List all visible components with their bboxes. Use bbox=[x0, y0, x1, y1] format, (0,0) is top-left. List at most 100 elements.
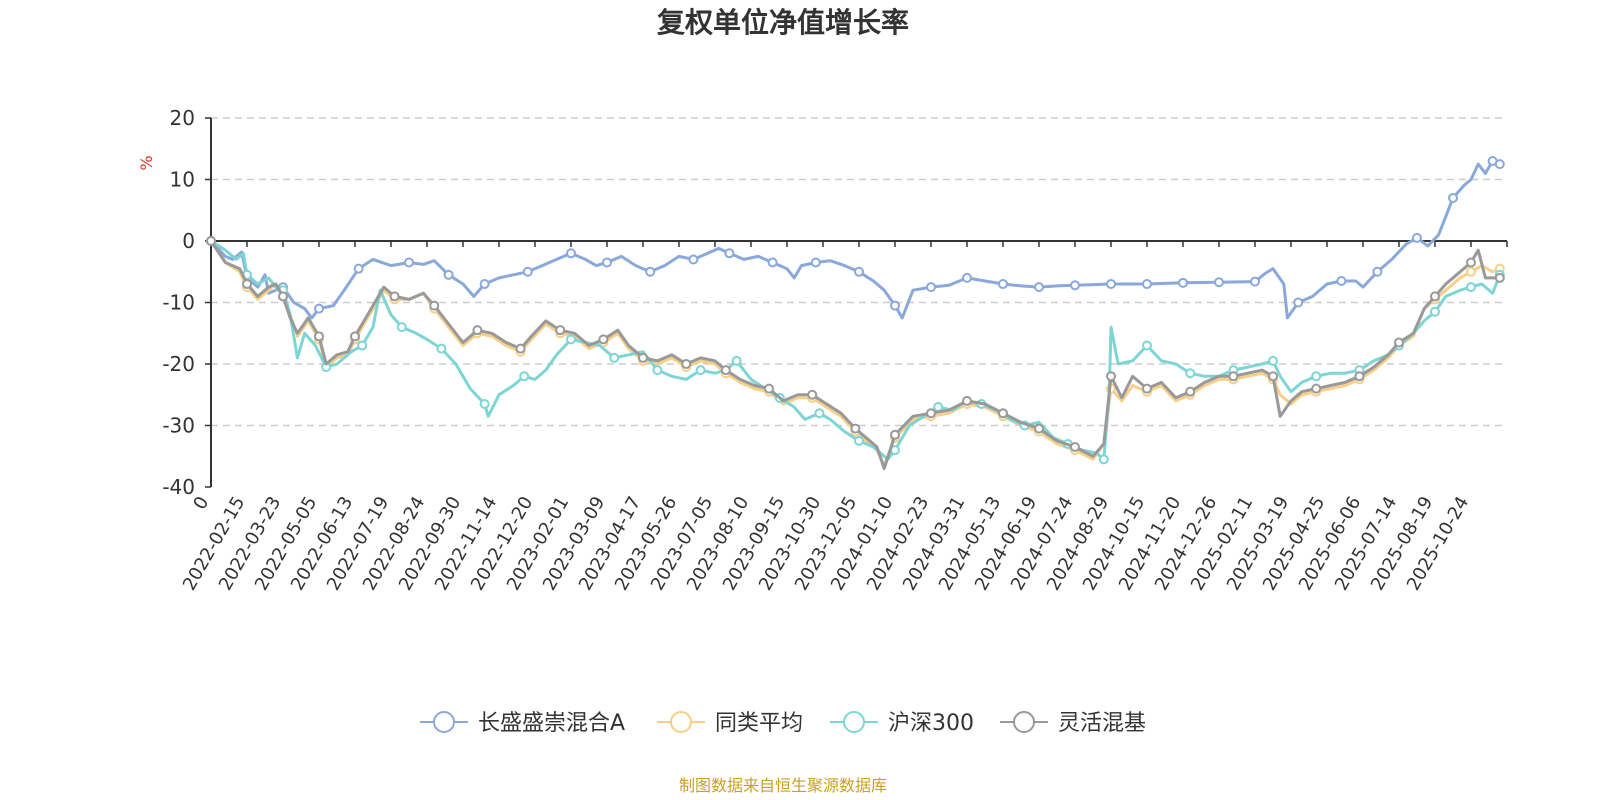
y-tick-label: -40 bbox=[162, 475, 195, 499]
series-point bbox=[350, 331, 360, 342]
legend-item[interactable]: 长盛盛崇混合A bbox=[420, 711, 625, 736]
series-point bbox=[389, 291, 400, 302]
series-point bbox=[1354, 371, 1365, 382]
series-point bbox=[1185, 386, 1196, 397]
series-point bbox=[1394, 337, 1404, 348]
legend-item[interactable]: 灵活混基 bbox=[1000, 711, 1146, 736]
series-point bbox=[443, 269, 454, 280]
series-point bbox=[1311, 383, 1322, 394]
series-point bbox=[890, 429, 900, 440]
series-point bbox=[1098, 454, 1109, 465]
series-point bbox=[472, 325, 483, 336]
series-point bbox=[1070, 280, 1080, 291]
series-point bbox=[764, 383, 774, 394]
series-point bbox=[1268, 355, 1278, 366]
series-point bbox=[479, 279, 490, 290]
series-point bbox=[731, 355, 742, 366]
series-line-3 bbox=[210, 239, 1502, 461]
series-point bbox=[962, 272, 972, 283]
series-point bbox=[1268, 371, 1278, 382]
series-point bbox=[429, 300, 440, 311]
series-point bbox=[598, 334, 609, 345]
series-point bbox=[688, 254, 699, 265]
legend-label: 沪深300 bbox=[888, 711, 974, 736]
series-point bbox=[436, 343, 447, 354]
series-point bbox=[602, 257, 612, 268]
series-point bbox=[962, 395, 972, 406]
series-line-4 bbox=[209, 240, 1500, 471]
series-point bbox=[652, 365, 663, 376]
legend-marker bbox=[670, 711, 692, 733]
series-point bbox=[767, 257, 778, 268]
series-point bbox=[1106, 371, 1116, 382]
legend-label: 灵活混基 bbox=[1058, 711, 1146, 736]
series-point bbox=[890, 300, 900, 311]
series-point bbox=[1466, 282, 1476, 293]
legend[interactable]: 长盛盛崇混合A 同类平均 沪深300 灵活混基 bbox=[420, 711, 1146, 736]
series-point bbox=[206, 236, 216, 246]
series-point bbox=[926, 282, 936, 293]
series-point bbox=[1466, 266, 1476, 277]
series-point bbox=[1412, 232, 1422, 243]
series-point bbox=[278, 291, 288, 302]
series-point bbox=[242, 279, 252, 290]
y-axis-unit: % bbox=[137, 155, 156, 170]
y-tick-label: -20 bbox=[162, 352, 195, 376]
series-point bbox=[720, 365, 731, 376]
legend-label: 长盛盛崇混合A bbox=[478, 711, 625, 736]
series-point bbox=[1034, 282, 1044, 293]
series-point bbox=[810, 257, 821, 268]
y-tick-label: 10 bbox=[170, 168, 195, 192]
series-point bbox=[1311, 371, 1322, 382]
series-point bbox=[1336, 275, 1347, 286]
series-point bbox=[998, 408, 1008, 419]
legend-marker bbox=[843, 711, 865, 733]
series-end-point bbox=[1494, 272, 1505, 283]
series-point bbox=[854, 266, 864, 277]
legend-item[interactable]: 沪深300 bbox=[830, 711, 974, 736]
series-point bbox=[357, 340, 368, 351]
series-point bbox=[1034, 423, 1044, 434]
series-point bbox=[1070, 442, 1080, 453]
series-point bbox=[1142, 279, 1152, 290]
chart-title: 复权单位净值增长率 bbox=[657, 6, 909, 39]
y-tick-label: -10 bbox=[162, 291, 195, 315]
series-point bbox=[1448, 192, 1458, 203]
series-point bbox=[396, 322, 407, 333]
series-point bbox=[404, 257, 414, 268]
series-point bbox=[681, 359, 692, 369]
series-point bbox=[1372, 266, 1383, 277]
series-point bbox=[1185, 368, 1196, 379]
series-point bbox=[1178, 277, 1188, 288]
series-point bbox=[515, 343, 526, 354]
y-tick-label: 0 bbox=[182, 229, 195, 253]
series-line-2 bbox=[209, 240, 1501, 467]
series-point bbox=[555, 325, 566, 336]
source-note: 制图数据来自恒生聚源数据库 bbox=[679, 776, 887, 795]
series-point bbox=[1293, 297, 1304, 308]
y-tick-label: -30 bbox=[162, 414, 195, 438]
series-point bbox=[1430, 306, 1440, 317]
series-point bbox=[566, 248, 576, 259]
series-point bbox=[998, 279, 1008, 290]
legend-marker bbox=[433, 711, 455, 733]
series-lines bbox=[206, 156, 1505, 471]
legend-marker bbox=[1013, 711, 1035, 733]
legend-item[interactable]: 同类平均 bbox=[657, 711, 803, 736]
series-point bbox=[1214, 277, 1224, 288]
series-point bbox=[1142, 340, 1152, 351]
series-point bbox=[1466, 257, 1476, 268]
series-end-point bbox=[1494, 159, 1505, 170]
series-line-1 bbox=[209, 159, 1501, 320]
series-point bbox=[926, 408, 936, 419]
series-point bbox=[1250, 276, 1260, 287]
legend-label: 同类平均 bbox=[715, 711, 803, 736]
y-tick-label: 20 bbox=[170, 106, 195, 130]
series-point bbox=[814, 408, 825, 419]
series-point bbox=[519, 371, 530, 382]
series-point bbox=[1430, 291, 1440, 302]
series-point bbox=[479, 398, 490, 409]
x-tick-label: 0 bbox=[189, 493, 213, 513]
series-point bbox=[566, 334, 576, 345]
